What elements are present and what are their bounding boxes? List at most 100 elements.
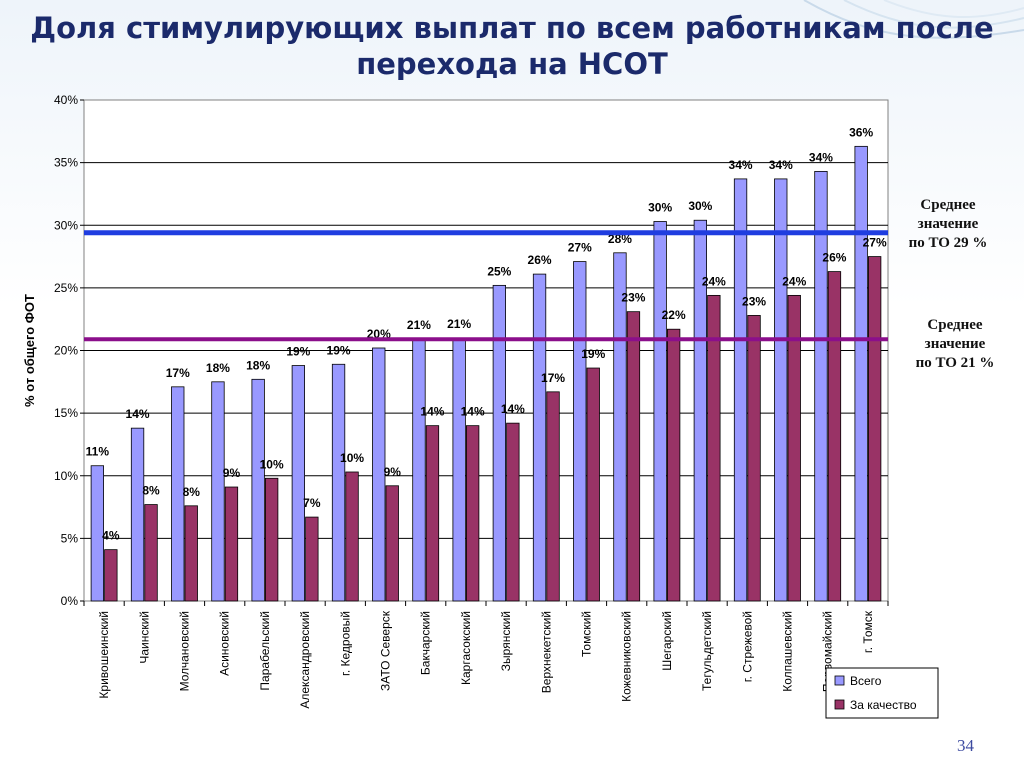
data-label-total: 19% [286,345,310,359]
data-label-quality: 23% [742,294,766,308]
bar-total [412,338,426,602]
legend-swatch-total [834,675,845,686]
avg-note-total-line-1: Среднее [920,197,976,213]
bar-quality [224,486,239,602]
bar-total [251,378,265,602]
bar-quality [345,471,359,602]
slide-title-line-2: перехода на НСОТ [356,47,668,81]
legend-swatch-quality [834,699,845,710]
avg-note-total-line-3: по ТО 29 % [908,235,988,251]
x-category-label: ЗАТО Северск [379,610,393,691]
legend-label-quality: За качество [850,698,917,712]
y-tick-label: 15% [54,406,78,420]
data-label-total: 27% [568,241,592,255]
x-category-label: Асиновский [218,611,232,676]
data-label-quality: 17% [541,371,565,385]
data-label-quality: 24% [782,274,806,288]
bar-quality [626,311,641,602]
y-tick-label: 20% [54,344,78,358]
bar-quality [184,505,198,602]
bar-total [331,363,346,602]
avg-note-total-line-2: значение [917,216,979,232]
data-label-total: 34% [769,158,793,172]
data-label-total: 17% [166,366,190,380]
bar-quality [787,294,801,602]
bar-total [452,337,466,602]
data-label-quality: 8% [183,485,201,499]
y-tick-label: 25% [54,281,78,295]
legend-label-total: Всего [850,674,882,688]
data-label-total: 30% [688,199,712,213]
bar-total [532,273,547,602]
bar-quality [667,328,681,602]
bar-quality [707,294,721,602]
data-label-total: 18% [206,361,230,375]
bar-quality [868,256,882,602]
x-category-label: Кожевниковский [620,611,634,702]
data-label-quality: 24% [702,274,726,288]
data-label-quality: 7% [303,496,321,510]
data-label-quality: 23% [621,291,645,305]
x-category-label: Молчановский [178,611,192,691]
x-category-label: Кривошеинский [97,611,111,699]
x-category-label: Парабельский [258,611,272,691]
y-axis-label: % от общего ФОТ [22,294,37,407]
x-category-label: Зырянский [499,611,513,671]
y-tick-label: 5% [61,531,79,545]
bar-total [733,178,748,602]
bar-total [171,386,185,602]
bar-quality [305,516,319,602]
data-label-total: 34% [729,158,753,172]
data-label-quality: 4% [102,529,120,543]
bar-quality [264,477,279,602]
bar-quality [385,485,399,602]
data-label-quality: 14% [461,405,485,419]
bar-total [372,347,386,602]
y-tick-label: 0% [61,594,79,608]
avg-note-total: Среднее значение по ТО 29 % [888,196,1008,253]
data-label-total: 30% [648,200,672,214]
bar-total [573,261,587,602]
data-label-quality: 26% [822,251,846,265]
data-label-total: 19% [327,343,351,357]
data-label-total: 25% [487,264,511,278]
slide-title: Доля стимулирующих выплат по всем работн… [0,10,1024,82]
data-label-total: 28% [608,232,632,246]
x-category-label: Александровский [298,611,312,709]
legend: Всего За качество [825,667,939,719]
x-category-label: Шегарский [660,611,674,671]
data-label-total: 14% [126,407,150,421]
bar-total [613,252,627,602]
bar-quality [747,315,761,602]
bar-quality [586,367,600,602]
bar-total [90,465,104,602]
bar-total [774,178,788,602]
bar-quality [465,425,480,602]
data-label-quality: 10% [260,457,284,471]
slide-number: 34 [957,736,974,755]
bar-total [211,381,225,602]
data-label-quality: 8% [142,484,160,498]
data-label-quality: 27% [863,236,887,250]
data-label-quality: 14% [420,405,444,419]
data-label-quality: 22% [662,308,686,322]
x-category-label: г. Томск [861,610,875,653]
data-label-total: 18% [246,358,270,372]
slide-title-line-1: Доля стимулирующих выплат по всем работн… [30,11,994,45]
data-label-quality: 10% [340,451,364,465]
data-label-total: 11% [86,445,110,459]
bar-total [814,170,828,602]
x-category-label: г. Стрежевой [740,611,754,682]
data-label-quality: 19% [581,347,605,361]
legend-box [825,667,939,719]
bar-quality [506,422,520,602]
bar-quality [827,271,842,602]
y-tick-label: 35% [54,156,78,170]
bar-total [693,219,707,602]
bar-quality [546,391,560,602]
data-label-total: 21% [407,318,431,332]
data-label-quality: 9% [223,466,241,480]
x-category-label: Колпашевский [781,611,795,692]
data-label-total: 26% [528,253,552,267]
